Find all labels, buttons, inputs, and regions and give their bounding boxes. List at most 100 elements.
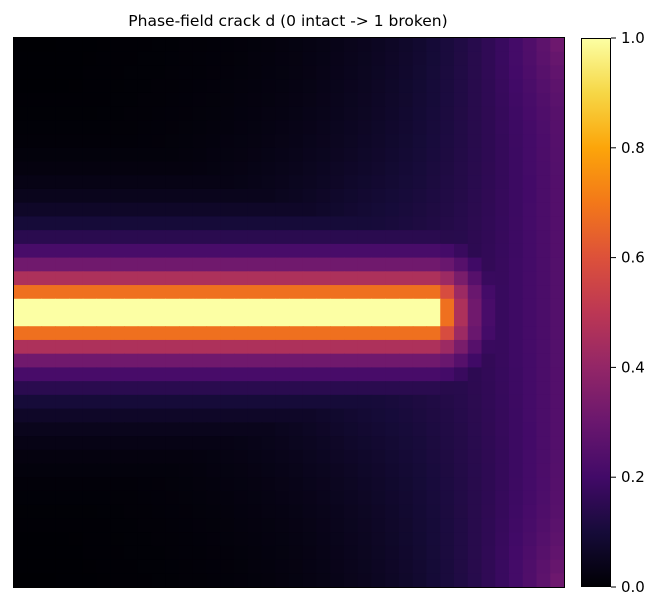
heatmap-cell (261, 202, 276, 218)
heatmap-cell (261, 532, 276, 547)
heatmap-cell (69, 326, 84, 341)
heatmap-cell (234, 490, 249, 506)
heatmap-cell (509, 422, 524, 437)
heatmap-cell (137, 422, 153, 437)
heatmap-cell (495, 134, 510, 149)
heatmap-cell (344, 532, 359, 547)
heatmap-cell (371, 312, 386, 327)
heatmap-cell (69, 573, 84, 588)
heatmap-cell (536, 436, 551, 451)
heatmap-cell (124, 298, 139, 314)
heatmap-cell (234, 51, 249, 67)
heatmap-cell (137, 243, 153, 259)
heatmap-cell (206, 504, 221, 519)
heatmap-cell (481, 257, 496, 272)
heatmap-cell (124, 422, 139, 437)
heatmap-cell (495, 367, 510, 382)
heatmap-cell (302, 463, 318, 478)
heatmap-cell (495, 38, 510, 53)
heatmap-cell (371, 243, 386, 259)
heatmap-cell (82, 285, 98, 300)
heatmap-cell (522, 51, 538, 67)
heatmap-cell (509, 298, 524, 314)
heatmap-cell (412, 422, 428, 437)
heatmap-cell (55, 188, 70, 204)
heatmap-cell (137, 408, 153, 423)
heatmap-cell (14, 106, 29, 121)
heatmap-cell (55, 257, 70, 272)
heatmap-cell (14, 51, 29, 67)
heatmap-cell (481, 216, 496, 231)
heatmap-cell (165, 92, 180, 108)
heatmap-cell (467, 408, 483, 423)
heatmap-cell (330, 367, 345, 382)
heatmap-cell (82, 120, 98, 135)
heatmap-cell (481, 573, 496, 588)
heatmap-cell (27, 477, 43, 492)
heatmap-cell (440, 532, 455, 547)
heatmap-cell (481, 559, 496, 574)
heatmap-cell (165, 422, 180, 437)
heatmap-cell (110, 230, 125, 245)
heatmap-cell (137, 381, 153, 396)
heatmap-cell (385, 367, 400, 382)
heatmap-cell (165, 134, 180, 149)
heatmap-cell (151, 161, 166, 176)
heatmap-cell (357, 92, 373, 108)
heatmap-cell (454, 367, 469, 382)
heatmap-cell (234, 92, 249, 108)
heatmap-cell (495, 422, 510, 437)
heatmap-cell (371, 573, 386, 588)
heatmap-cell (426, 436, 441, 451)
heatmap-cell (330, 161, 345, 176)
colorbar-tick-label: 0.0 (621, 578, 645, 596)
heatmap-cell (522, 230, 538, 245)
heatmap-cell (206, 394, 221, 410)
heatmap-cell (165, 394, 180, 410)
heatmap-cell (302, 298, 318, 314)
heatmap-cell (357, 216, 373, 231)
heatmap-cell (124, 381, 139, 396)
heatmap-cell (289, 202, 304, 218)
heatmap-cell (316, 312, 331, 327)
heatmap-cell (220, 449, 235, 465)
heatmap-cell (330, 394, 345, 410)
heatmap-cell (344, 92, 359, 108)
heatmap-cell (247, 326, 263, 341)
heatmap-cell (495, 339, 510, 355)
heatmap-cell (151, 312, 166, 327)
heatmap-cell (179, 518, 194, 533)
heatmap-cell (110, 490, 125, 506)
heatmap-cell (27, 230, 43, 245)
heatmap-cell (96, 367, 111, 382)
heatmap-cell (261, 394, 276, 410)
heatmap-cell (124, 51, 139, 67)
heatmap-cell (261, 285, 276, 300)
heatmap-cell (467, 367, 483, 382)
heatmap-cell (344, 243, 359, 259)
heatmap-cell (220, 381, 235, 396)
heatmap-cell (399, 79, 414, 94)
heatmap-cell (399, 545, 414, 561)
heatmap-cell (509, 463, 524, 478)
heatmap-cell (165, 353, 180, 368)
heatmap-cell (371, 381, 386, 396)
heatmap-cell (27, 188, 43, 204)
heatmap-cell (550, 463, 565, 478)
heatmap-cell (371, 436, 386, 451)
heatmap-cell (550, 257, 565, 272)
heatmap-cell (41, 271, 56, 286)
heatmap-cell (137, 147, 153, 163)
heatmap-cell (220, 38, 235, 53)
heatmap-cell (55, 51, 70, 67)
heatmap-cell (289, 243, 304, 259)
heatmap-cell (302, 106, 318, 121)
heatmap-cell (14, 518, 29, 533)
heatmap-cell (522, 518, 538, 533)
heatmap-cell (275, 490, 290, 506)
heatmap-cell (151, 518, 166, 533)
plot-frame (13, 37, 565, 588)
heatmap-cell (165, 285, 180, 300)
heatmap-cell (344, 573, 359, 588)
heatmap-cell (234, 545, 249, 561)
